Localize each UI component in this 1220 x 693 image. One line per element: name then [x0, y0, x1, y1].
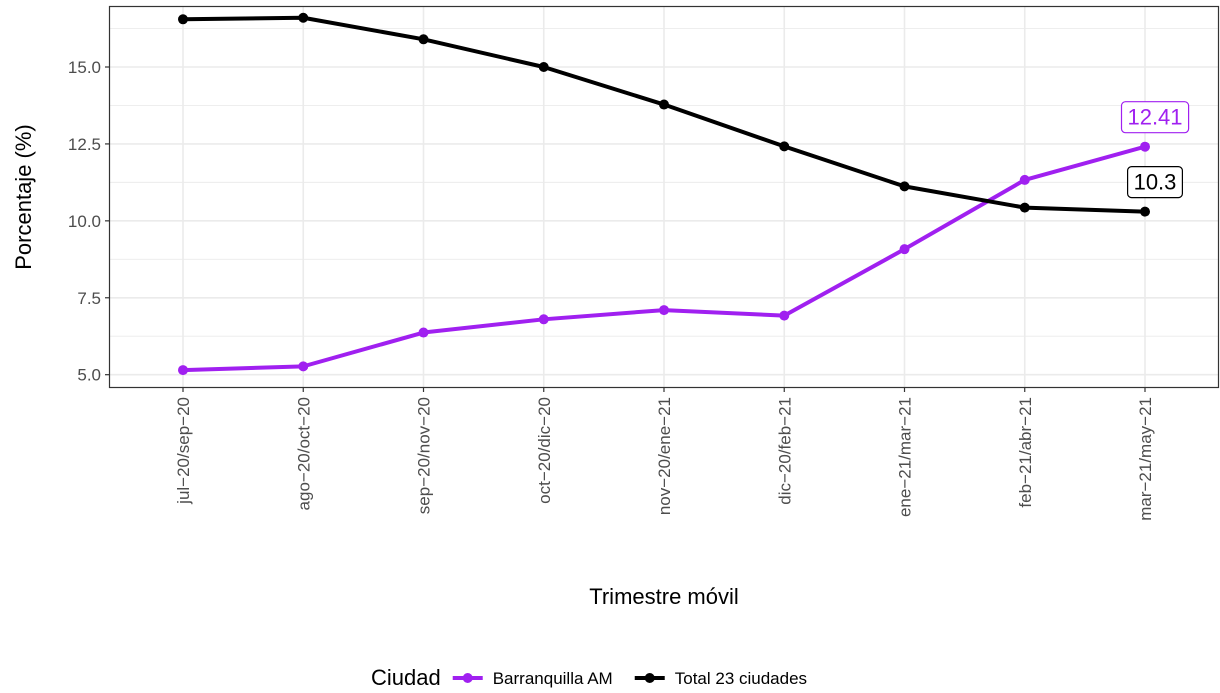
data-point — [659, 305, 669, 316]
x-tick-label: feb−21/abr−21 — [1016, 397, 1035, 508]
data-point — [1019, 174, 1030, 185]
legend-title: Ciudad — [371, 665, 441, 690]
data-point — [899, 181, 910, 192]
y-axis-title: Porcentaje (%) — [11, 124, 36, 270]
end-label-box — [1126, 166, 1183, 199]
data-point — [298, 361, 309, 372]
data-point — [178, 365, 188, 376]
y-tick-label: 5.0 — [77, 366, 101, 385]
legend-label: Barranquilla AM — [493, 669, 613, 688]
legend-label: Total 23 ciudades — [675, 669, 807, 688]
data-point — [178, 14, 188, 25]
data-point — [1140, 141, 1150, 152]
end-label-total-23-ciudades: 10.3 — [1126, 166, 1183, 199]
legend-key-point — [644, 673, 655, 683]
legend-item-total-23-ciudades: Total 23 ciudades — [634, 669, 807, 688]
data-point — [298, 12, 309, 23]
end-label-box — [1120, 101, 1190, 134]
data-point — [418, 34, 429, 45]
data-point — [1140, 206, 1150, 217]
y-tick-label: 12.5 — [68, 135, 101, 154]
x-tick-label: ago−20/oct−20 — [294, 397, 313, 510]
end-label-barranquilla-am: 12.41 — [1120, 101, 1190, 134]
y-tick-label: 15.0 — [68, 58, 101, 77]
legend: Ciudad Barranquilla AM Total 23 ciudades — [371, 665, 807, 690]
x-tick-label: sep−20/nov−20 — [415, 397, 434, 514]
series-layer — [178, 12, 1150, 376]
y-tick-label: 10.0 — [68, 212, 101, 231]
axes: 5.0 7.5 10.0 12.5 15.0 jul−20/sep−20 ago−20/oc… — [68, 58, 1155, 521]
x-tick-label: jul−20/sep−20 — [174, 397, 193, 505]
data-point — [779, 141, 790, 152]
end-label-value: 10.3 — [1134, 170, 1177, 195]
data-point — [1019, 202, 1030, 213]
x-axis-title: Trimestre móvil — [589, 584, 739, 609]
end-labels: 12.41 10.3 — [1120, 101, 1190, 199]
x-tick-label: dic−20/feb−21 — [775, 397, 794, 505]
series-barranquilla-am — [178, 141, 1150, 376]
legend-item-barranquilla-am: Barranquilla AM — [452, 669, 613, 688]
data-point — [538, 62, 549, 72]
x-tick-label: mar−21/may−21 — [1136, 397, 1155, 521]
grid — [110, 7, 1218, 387]
series-total-23-ciudades — [178, 12, 1150, 217]
data-point — [659, 99, 669, 110]
data-point — [899, 244, 910, 255]
x-tick-label: ene−21/mar−21 — [896, 397, 915, 517]
data-point — [538, 314, 549, 325]
data-point — [418, 327, 429, 338]
x-tick-label: oct−20/dic−20 — [535, 397, 554, 504]
legend-key-point — [462, 673, 473, 683]
y-tick-label: 7.5 — [77, 289, 101, 308]
x-tick-label: nov−20/ene−21 — [655, 397, 674, 515]
data-point — [779, 310, 790, 321]
end-label-value: 12.41 — [1127, 105, 1182, 130]
